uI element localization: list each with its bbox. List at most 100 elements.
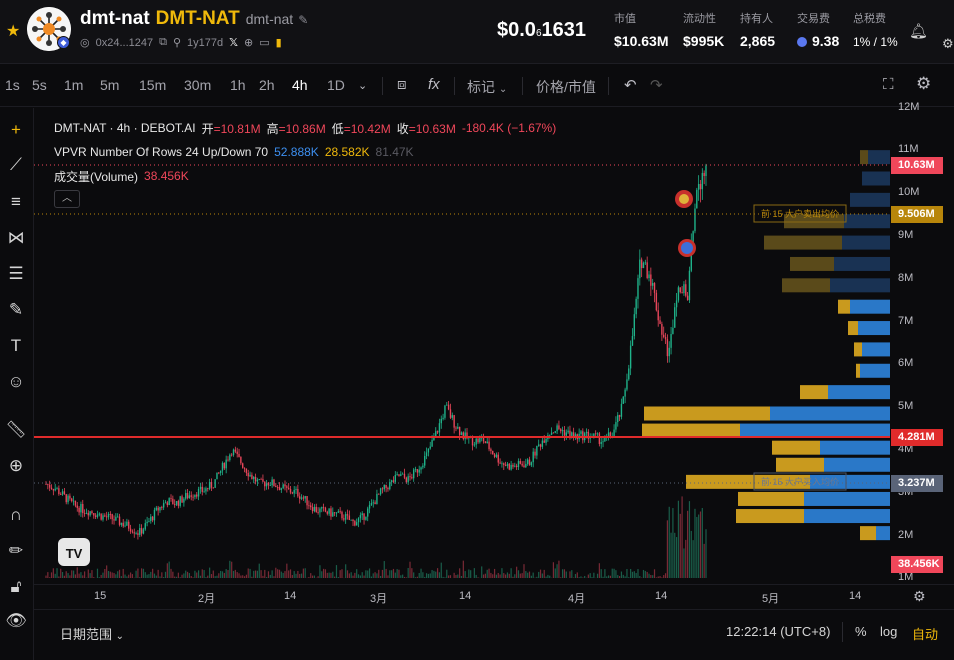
timeframe-1h[interactable]: 1h xyxy=(230,77,246,93)
chart-settings-gear-icon[interactable]: ⚙ xyxy=(916,74,932,93)
redo-icon[interactable]: ↷ xyxy=(650,77,663,94)
timeframe-5s[interactable]: 5s xyxy=(32,77,47,93)
candle xyxy=(657,310,659,321)
volume-bar xyxy=(245,574,247,578)
volume-bar xyxy=(374,572,376,578)
volume-bar xyxy=(334,576,336,578)
lock-icon[interactable]: 🔓︎ xyxy=(10,577,22,596)
volume-bar xyxy=(326,572,328,578)
axis-settings-gear-icon[interactable]: ⚙ xyxy=(913,588,926,604)
timeframe-5m[interactable]: 5m xyxy=(100,77,120,93)
price-tick: 12M xyxy=(898,101,920,113)
crosshair-icon[interactable]: + xyxy=(11,120,21,139)
timeframe-30m[interactable]: 30m xyxy=(184,77,212,93)
x-twitter-icon[interactable]: 𝕏 xyxy=(229,37,238,49)
ruler-icon[interactable]: 📏︎ xyxy=(5,420,27,439)
money-icon[interactable]: ▮ xyxy=(275,37,282,49)
volume-bar xyxy=(357,574,360,578)
edit-icon[interactable]: ✎ xyxy=(298,13,309,27)
volume-bar xyxy=(510,568,512,578)
magnet-icon[interactable]: ∩ xyxy=(9,505,23,524)
indicators-button[interactable]: fx xyxy=(428,76,440,93)
candle xyxy=(473,444,476,446)
volume-bar xyxy=(444,577,446,578)
volume-bar xyxy=(137,568,139,578)
horizontal-lines-icon[interactable]: ≡ xyxy=(11,192,21,211)
mark-dropdown[interactable]: 标记 ⌄ xyxy=(467,77,507,97)
trendline-icon[interactable]: ⟋ xyxy=(10,155,22,174)
timeframe-15m[interactable]: 15m xyxy=(139,77,167,93)
emoji-icon[interactable]: ☺ xyxy=(7,372,25,391)
settings-gear-icon[interactable]: ⚙ xyxy=(942,36,954,51)
bookmark-icon[interactable]: ▭ xyxy=(259,37,270,49)
volume-bar xyxy=(299,573,301,578)
volume-bar xyxy=(420,568,422,578)
price-marketcap-toggle[interactable]: 价格/市值 xyxy=(536,79,596,95)
volume-bar xyxy=(115,574,117,578)
log-scale-toggle[interactable]: log xyxy=(880,624,898,639)
candle xyxy=(493,454,496,457)
candle-type-icon[interactable]: ⧈ xyxy=(397,76,407,93)
alert-bell-icon[interactable]: 🔔︎ xyxy=(909,23,929,40)
zoom-in-icon[interactable]: ⊕ xyxy=(8,456,24,475)
candle xyxy=(403,473,406,478)
candle xyxy=(162,503,165,508)
volume-bar xyxy=(278,569,281,578)
candle xyxy=(471,436,474,446)
legend-collapse-button[interactable]: ︿ xyxy=(54,190,80,208)
brush-icon[interactable]: ✎ xyxy=(8,300,24,319)
time-axis[interactable]: 15 2月 14 3月 14 4月 14 5月 14 ⚙ xyxy=(34,584,954,608)
stat-value: $10.63M xyxy=(614,33,669,49)
creator-name[interactable]: 1y177d xyxy=(187,36,224,49)
fib-retracement-icon[interactable]: ☰ xyxy=(8,264,24,283)
timeframe-1m[interactable]: 1m xyxy=(64,77,84,93)
timeframe-2h[interactable]: 2h xyxy=(259,77,275,93)
timezone-clock[interactable]: 12:22:14 (UTC+8) xyxy=(726,624,831,639)
volume-bar xyxy=(284,571,286,578)
volume-bar xyxy=(554,568,556,578)
timeframe-1s[interactable]: 1s xyxy=(5,77,20,93)
volume-bar xyxy=(523,564,525,578)
volume-row[interactable]: 成交量(Volume) 38.456K xyxy=(54,164,556,188)
volume-bar xyxy=(482,574,485,578)
candle xyxy=(446,404,448,406)
website-globe-icon[interactable]: ⊕ xyxy=(244,37,254,49)
vpvr-up-bar xyxy=(844,214,890,229)
date-range-button[interactable]: 日期范围 ⌄ xyxy=(60,624,124,643)
text-tool-icon[interactable]: T xyxy=(10,336,22,355)
volume-bar xyxy=(650,574,652,578)
lock-drawing-icon[interactable]: ✏ xyxy=(8,541,24,560)
undo-icon[interactable]: ↶ xyxy=(624,77,637,94)
volume-bar xyxy=(185,570,187,578)
volume-bar xyxy=(304,568,306,578)
volume-bar xyxy=(308,577,310,578)
volume-bar xyxy=(317,576,319,578)
stat-label: 市值 xyxy=(614,13,636,25)
fullscreen-icon[interactable]: ⛶ xyxy=(883,76,894,93)
tradingview-logo xyxy=(58,538,90,566)
timeframe-1d[interactable]: 1D xyxy=(327,77,345,93)
auto-scale-toggle[interactable]: 自动 xyxy=(912,627,939,642)
candle xyxy=(280,488,283,490)
vpvr-row[interactable]: VPVR Number Of Rows 24 Up/Down 70 52.888… xyxy=(54,140,556,164)
candle xyxy=(424,455,426,466)
volume-bar xyxy=(313,575,316,578)
candle xyxy=(96,514,99,517)
candle xyxy=(431,440,433,447)
volume-bar xyxy=(626,569,628,578)
pattern-icon[interactable]: ⋈ xyxy=(7,228,25,247)
copy-icon[interactable]: ⧉ xyxy=(159,36,167,48)
percent-scale-toggle[interactable]: % xyxy=(855,624,867,639)
volume-bar xyxy=(302,568,304,578)
candle xyxy=(637,278,639,299)
divider xyxy=(522,77,523,95)
candle xyxy=(672,327,674,334)
volume-bar xyxy=(214,576,216,578)
visibility-eye-icon[interactable]: 👁︎ xyxy=(5,611,27,630)
timeframe-4h[interactable]: 4h xyxy=(292,77,308,93)
price-chart[interactable]: TV 前 15 大户卖出均价 前 15 大户买入均价 xyxy=(34,108,890,584)
price-axis[interactable]: 12M 11M 10M 9M 8M 7M 6M 5M 4M 3M 2M 1M xyxy=(890,101,954,584)
favorite-star-icon[interactable]: ★ xyxy=(6,23,21,40)
chevron-down-icon[interactable]: ⌄ xyxy=(358,80,368,92)
candlestick-chart[interactable]: TV 前 15 大户卖出均价 前 15 大户买入均价 xyxy=(34,108,890,584)
